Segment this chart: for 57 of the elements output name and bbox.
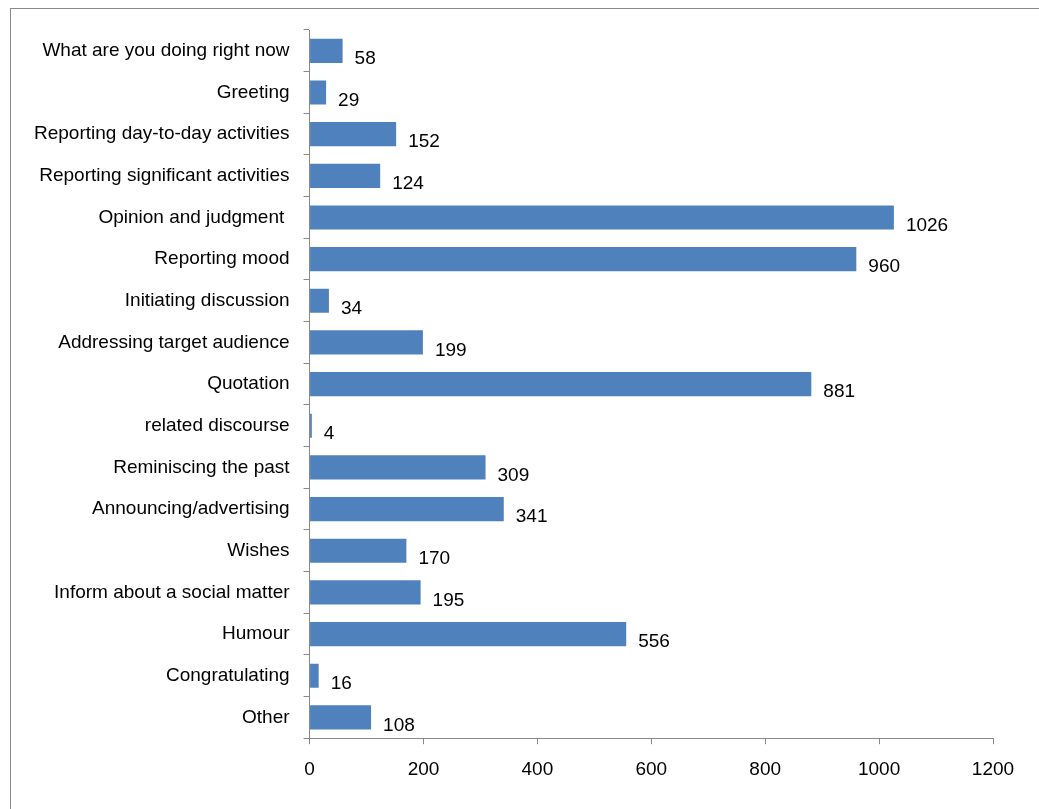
bar bbox=[310, 497, 504, 522]
bar bbox=[310, 288, 329, 313]
y-tick-label: Greeting bbox=[216, 80, 290, 102]
x-tick-label: 1200 bbox=[971, 757, 1015, 779]
data-label: 195 bbox=[432, 588, 465, 610]
y-tick-label: Reporting significant activities bbox=[39, 164, 290, 186]
bar bbox=[310, 663, 319, 688]
data-label: 58 bbox=[354, 47, 376, 69]
data-label: 108 bbox=[383, 713, 415, 735]
x-tick-label: 0 bbox=[304, 757, 315, 779]
bar bbox=[310, 205, 894, 230]
x-tick-label: 800 bbox=[749, 757, 782, 779]
y-tick-label: What are you doing right now bbox=[42, 39, 290, 61]
y-tick-label: Opinion and judgment bbox=[98, 205, 290, 227]
bar bbox=[310, 80, 327, 105]
y-tick-label: related discourse bbox=[144, 413, 290, 435]
bar bbox=[310, 455, 486, 480]
y-tick-label: Reporting mood bbox=[154, 247, 290, 269]
bar bbox=[310, 163, 381, 188]
y-tick-label: Humour bbox=[221, 622, 291, 644]
bar bbox=[310, 705, 372, 730]
bar bbox=[310, 580, 421, 605]
data-label: 556 bbox=[638, 630, 670, 652]
bar bbox=[310, 372, 812, 397]
x-tick-label: 400 bbox=[521, 757, 554, 779]
bar bbox=[310, 122, 397, 147]
bar bbox=[310, 247, 857, 272]
bar bbox=[310, 538, 407, 563]
y-tick-label: Other bbox=[242, 705, 291, 727]
y-tick-label: Reminiscing the past bbox=[113, 455, 291, 477]
data-label: 170 bbox=[418, 546, 451, 568]
data-label: 341 bbox=[515, 505, 548, 527]
y-tick-label: Reporting day-to-day activities bbox=[33, 122, 290, 144]
y-tick-label: Wishes bbox=[227, 538, 290, 560]
data-label: 16 bbox=[330, 671, 352, 693]
data-label: 124 bbox=[392, 172, 425, 194]
data-label: 309 bbox=[497, 463, 530, 485]
y-tick-label: Addressing target audience bbox=[58, 330, 290, 352]
x-tick-label: 200 bbox=[407, 757, 440, 779]
data-label: 960 bbox=[868, 255, 901, 277]
bar bbox=[310, 38, 343, 63]
x-tick-label: 600 bbox=[635, 757, 668, 779]
y-tick-label: Inform about a social matter bbox=[54, 580, 291, 602]
data-label: 34 bbox=[340, 297, 363, 319]
data-label: 4 bbox=[323, 421, 335, 443]
y-tick-label: Initiating discussion bbox=[124, 289, 290, 311]
data-label: 199 bbox=[434, 338, 467, 360]
bar bbox=[310, 621, 627, 647]
data-label: 881 bbox=[823, 380, 856, 402]
x-tick-label: 1000 bbox=[857, 757, 901, 779]
data-label: 29 bbox=[338, 88, 360, 110]
data-label: 152 bbox=[408, 130, 440, 152]
y-tick-label: Congratulating bbox=[165, 663, 290, 685]
bar bbox=[310, 330, 423, 355]
data-label: 1026 bbox=[905, 213, 949, 235]
y-tick-label: Announcing/advertising bbox=[92, 497, 290, 519]
y-tick-label: Quotation bbox=[207, 372, 290, 394]
